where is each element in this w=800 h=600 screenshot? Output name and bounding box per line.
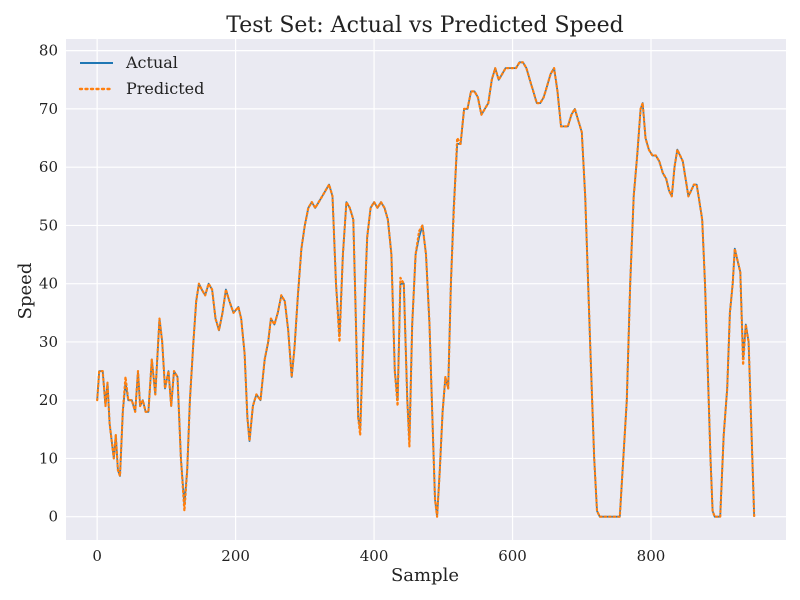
y-tick-label: 0 — [48, 508, 58, 526]
series-layer — [96, 61, 756, 518]
series-predicted-line — [96, 61, 756, 518]
y-tick-label: 60 — [39, 158, 58, 176]
x-tick-label: 400 — [360, 547, 389, 565]
y-tick-label: 70 — [39, 100, 58, 118]
y-tick-label: 40 — [39, 275, 58, 293]
x-tick-label: 600 — [498, 547, 527, 565]
x-axis: 0 200 400 600 800 — [92, 547, 665, 565]
y-tick-label: 10 — [39, 449, 58, 467]
legend-label-predicted: Predicted — [126, 79, 204, 98]
y-tick-label: 80 — [39, 42, 58, 60]
x-tick-label: 200 — [221, 547, 250, 565]
x-tick-label: 800 — [637, 547, 666, 565]
y-axis-label: Speed — [15, 263, 36, 320]
x-tick-label: 0 — [92, 547, 102, 565]
x-axis-label: Sample — [391, 565, 459, 586]
plot-area — [66, 39, 786, 540]
y-tick-label: 20 — [39, 391, 58, 409]
grid — [66, 39, 786, 540]
legend: Actual Predicted — [78, 53, 204, 98]
y-tick-label: 30 — [39, 333, 58, 351]
y-axis: 0 10 20 30 40 50 60 70 80 — [39, 42, 58, 526]
legend-label-actual: Actual — [125, 53, 178, 72]
y-tick-label: 50 — [39, 216, 58, 234]
chart-title: Test Set: Actual vs Predicted Speed — [226, 13, 624, 38]
